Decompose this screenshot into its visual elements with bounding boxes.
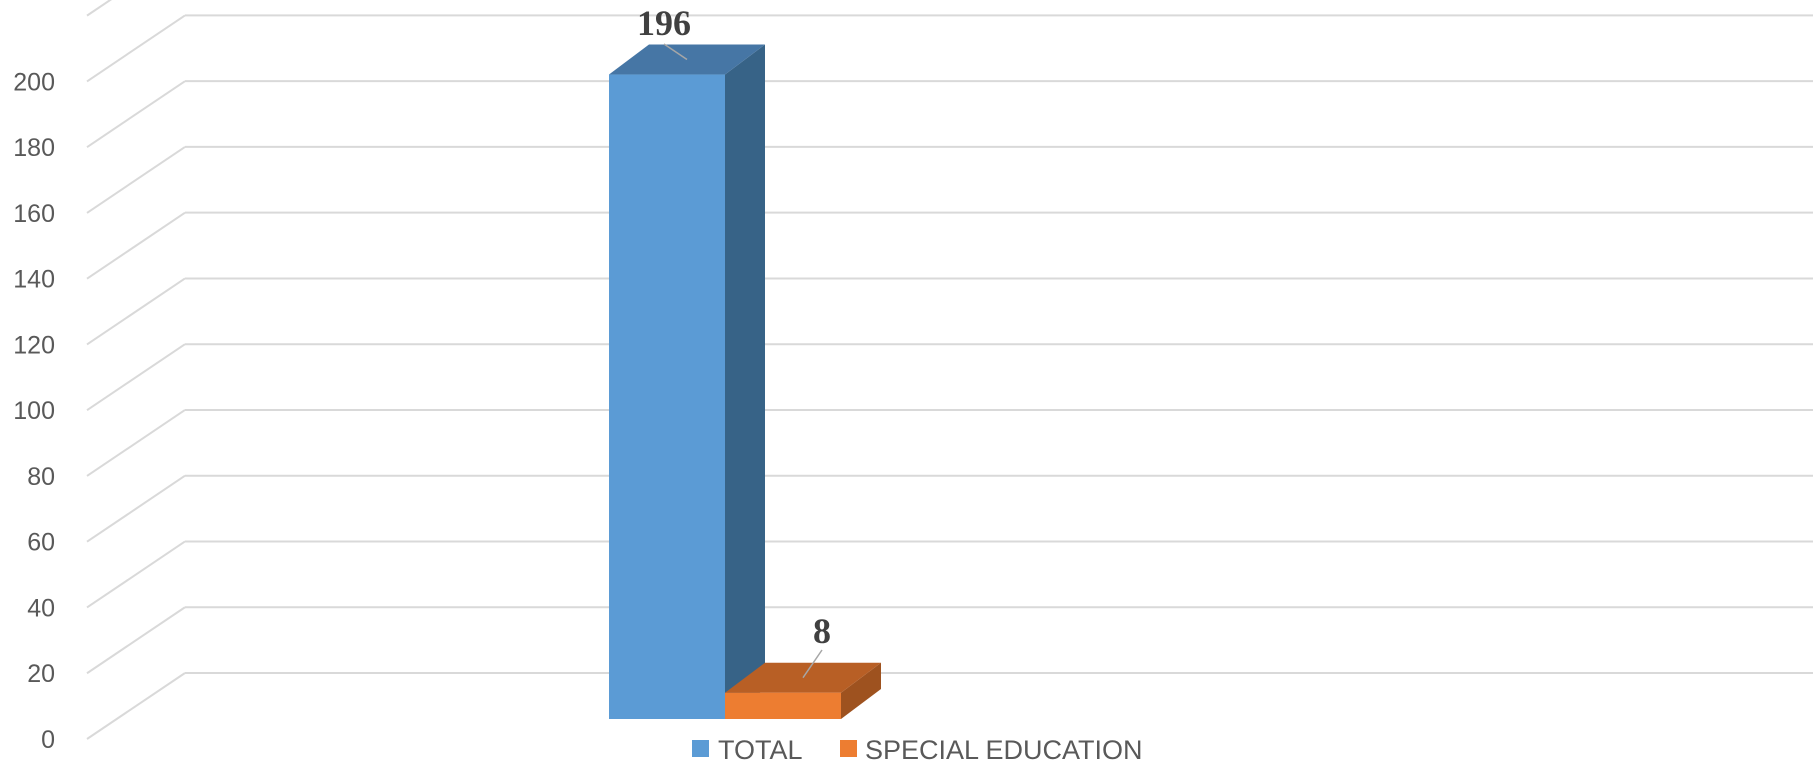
y-tick-label: 100 <box>13 397 55 425</box>
gridline-depth <box>86 606 186 675</box>
data-label: 8 <box>813 611 831 651</box>
legend-label: SPECIAL EDUCATION <box>865 735 1143 764</box>
legend-label: TOTAL <box>718 735 803 764</box>
gridline-depth <box>86 277 186 346</box>
bar-side-0 <box>725 44 765 719</box>
data-label: 196 <box>637 3 691 43</box>
legend-swatch <box>840 740 857 757</box>
y-tick-label: 160 <box>13 200 55 228</box>
legend-swatch <box>692 740 709 757</box>
bar-1 <box>725 692 841 719</box>
bars <box>609 44 881 719</box>
gridline-depth <box>86 409 186 477</box>
y-tick-label: 180 <box>13 134 55 162</box>
gridline-depth <box>86 474 186 543</box>
y-tick-label: 60 <box>27 529 55 557</box>
bar-0 <box>609 74 725 719</box>
data-label-leader-line <box>663 43 688 61</box>
gridline-depth <box>86 14 186 83</box>
gridline-depth <box>86 672 186 740</box>
y-axis-tick-labels: 0 20 40 60 80 100 120 140 160 180 200 <box>13 68 55 754</box>
y-tick-label: 120 <box>13 331 55 359</box>
data-label-leader-line <box>802 649 823 679</box>
y-tick-label: 80 <box>27 463 55 491</box>
y-tick-label: 0 <box>41 726 55 754</box>
gridline-depth <box>86 343 186 412</box>
y-tick-label: 40 <box>27 594 55 622</box>
gridline-depth <box>86 211 186 280</box>
legend: TOTAL SPECIAL EDUCATION <box>692 735 1143 764</box>
y-tick-label: 20 <box>27 660 55 688</box>
y-tick-label: 200 <box>13 68 55 96</box>
gridline-depth <box>86 146 186 214</box>
bar-top-0 <box>609 44 765 75</box>
gridline-depth <box>86 0 113 17</box>
bar-side-1 <box>841 662 881 719</box>
gridline-depth <box>86 540 186 609</box>
gridline-depth <box>86 80 186 148</box>
gridlines <box>86 0 1813 740</box>
y-tick-label: 140 <box>13 266 55 294</box>
